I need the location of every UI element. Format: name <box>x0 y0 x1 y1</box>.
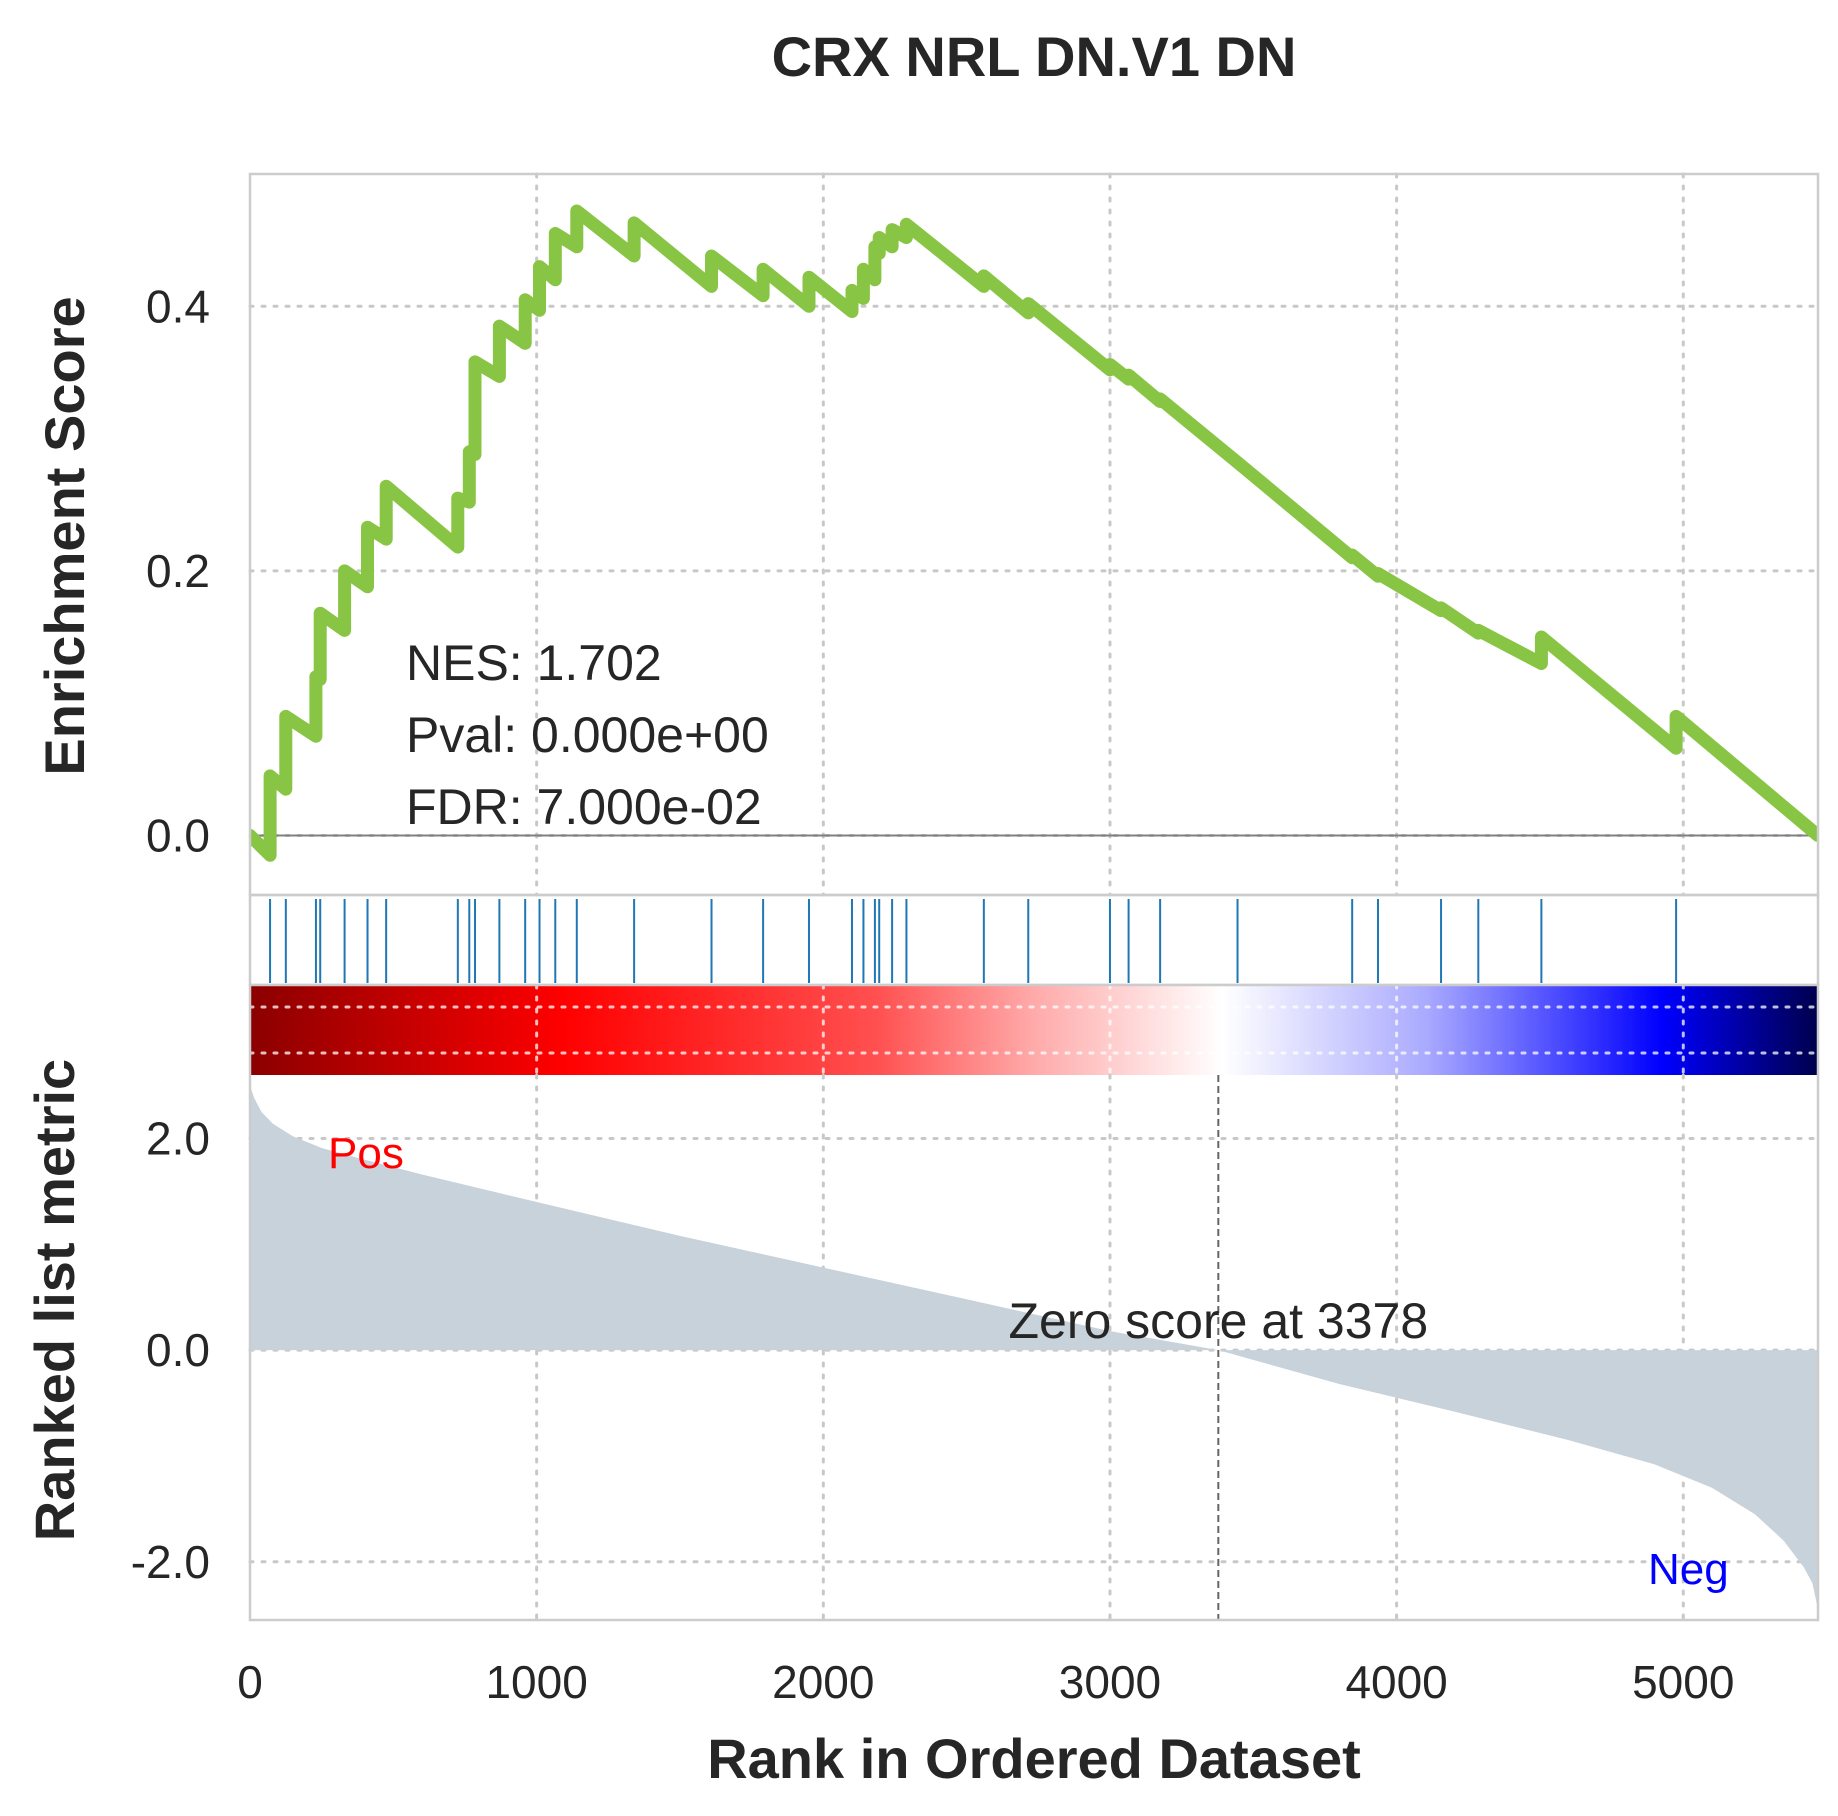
x-axis-title: Rank in Ordered Dataset <box>707 1727 1361 1790</box>
enrichment-y-ticks: 0.0 0.2 0.4 <box>146 280 210 861</box>
pos-label: Pos <box>328 1129 404 1178</box>
hits-panel <box>248 893 1820 987</box>
x-axis-ticks: 0 1000 2000 3000 4000 5000 <box>237 1656 1734 1708</box>
pval-label: Pval: 0.000e+00 <box>406 707 769 763</box>
neg-label: Neg <box>1648 1545 1729 1594</box>
x-tick-label: 0 <box>237 1656 263 1708</box>
enrichment-y-tick-label: 0.4 <box>146 280 210 332</box>
x-tick-label: 5000 <box>1632 1656 1734 1708</box>
chart-title: CRX NRL DN.V1 DN <box>772 25 1297 88</box>
enrichment-y-axis-title: Enrichment Score <box>33 296 96 775</box>
ranked-y-tick-label: 0.0 <box>146 1324 210 1376</box>
x-tick-label: 4000 <box>1345 1656 1447 1708</box>
x-tick-label: 3000 <box>1059 1656 1161 1708</box>
x-tick-label: 1000 <box>485 1656 587 1708</box>
ranked-y-tick-label: 2.0 <box>146 1112 210 1164</box>
ranked-y-axis-title: Ranked list metric <box>23 1059 86 1541</box>
nes-label: NES: 1.702 <box>406 635 662 691</box>
ranked-panel: Zero score at 3378 Pos Neg 2.0 0.0 -2.0 Ra… <box>23 983 1820 1622</box>
ranked-panel-frame <box>248 983 1820 1622</box>
rank-colorbar <box>250 985 1818 1075</box>
hit-markers <box>269 899 1678 983</box>
zero-score-label: Zero score at 3378 <box>1008 1293 1428 1349</box>
ranked-metric-area <box>250 1085 1818 1610</box>
hits-panel-frame <box>248 893 1820 987</box>
enrichment-score-line <box>250 204 1818 862</box>
enrichment-y-tick-label: 0.2 <box>146 545 210 597</box>
ranked-y-tick-label: -2.0 <box>131 1536 210 1588</box>
x-tick-label: 2000 <box>772 1656 874 1708</box>
ranked-y-ticks: 2.0 0.0 -2.0 <box>131 1112 210 1587</box>
enrichment-y-tick-label: 0.0 <box>146 809 210 861</box>
colorbar-grid <box>248 983 1820 1077</box>
fdr-label: FDR: 7.000e-02 <box>406 779 762 835</box>
enrichment-panel: 0.0 0.2 0.4 Enrichment Score NES: 1.702 Pv… <box>33 172 1820 897</box>
